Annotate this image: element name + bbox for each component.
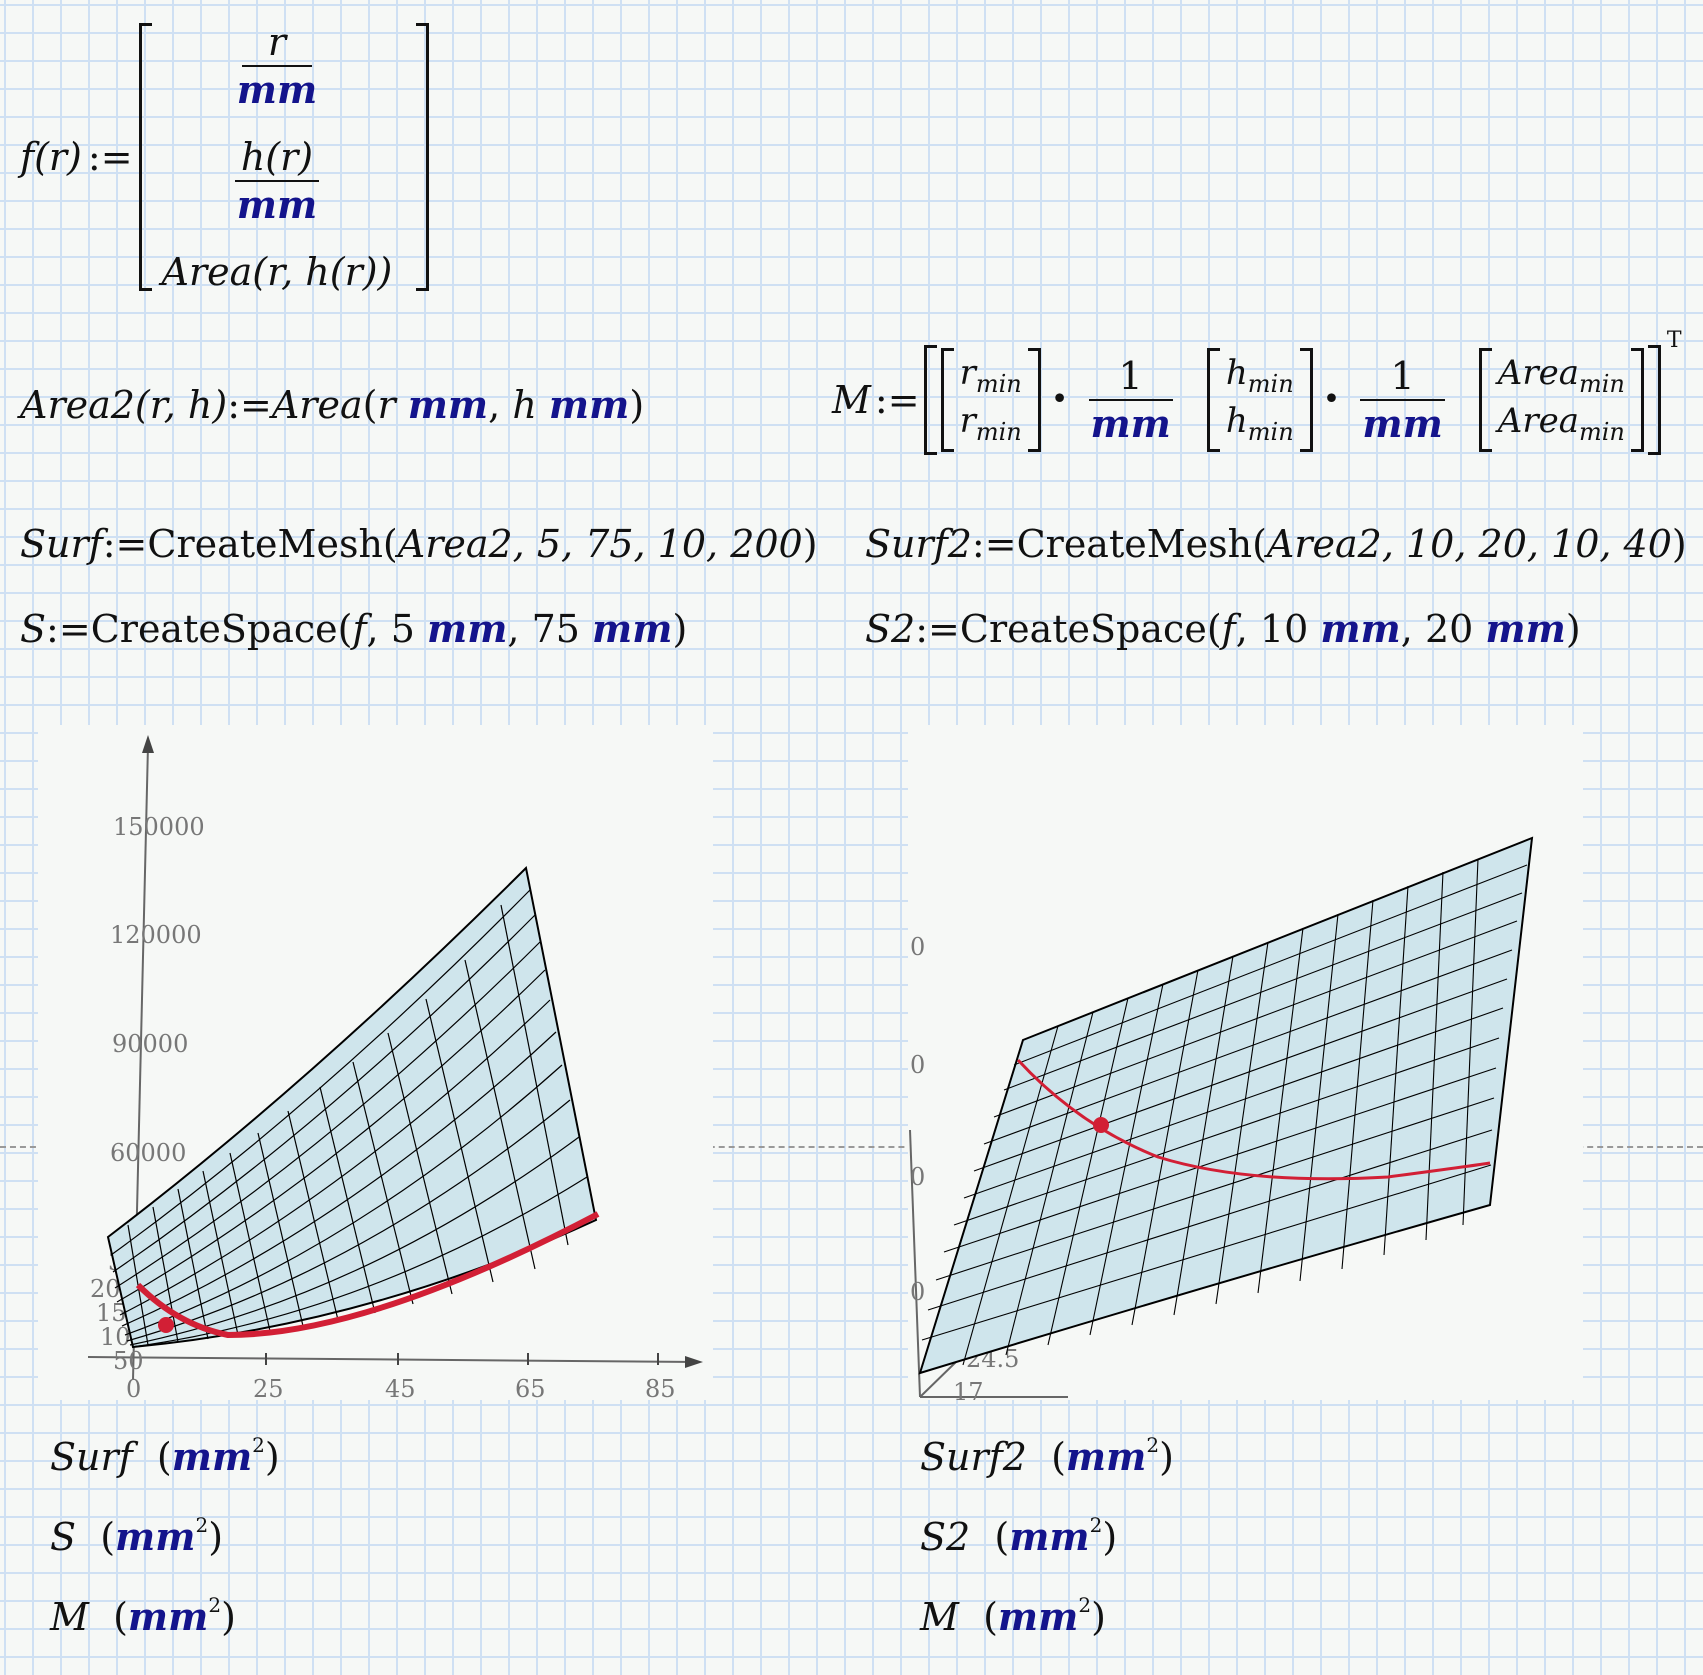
assign-op: := [87, 135, 133, 179]
f-row-r: r mm [236, 20, 318, 112]
minimum-point-marker [158, 1317, 174, 1333]
surf-definition[interactable]: Surf:=CreateMesh(Area2, 5, 75, 10, 200) [20, 522, 818, 566]
legend-item: S2 (mm2) [920, 1513, 1118, 1559]
x-axis-arrow-icon [685, 1356, 703, 1368]
area2-definition[interactable]: Area2(r, h):=Area(r mm, h mm) [20, 382, 645, 427]
legend-item: M (mm2) [920, 1593, 1106, 1639]
svg-text:25: 25 [253, 1375, 284, 1400]
svg-text:0: 0 [126, 1375, 141, 1400]
optimum-curve [135, 1211, 600, 1339]
s-definition[interactable]: S:=CreateSpace(f, 5 mm, 75 mm) [20, 606, 688, 651]
svg-text:50: 50 [113, 1347, 144, 1375]
plot-2-legend: Surf2 (mm2) S2 (mm2) M (mm2) [920, 1435, 1174, 1675]
m-col-r: rmin rmin [940, 348, 1041, 452]
s2-definition[interactable]: S2:=CreateSpace(f, 10 mm, 20 mm) [865, 606, 1581, 651]
legend-item: M (mm2) [50, 1593, 236, 1639]
m-col-h: hmin hmin [1206, 348, 1313, 452]
legend-item: Surf2 (mm2) [920, 1433, 1174, 1479]
minimum-point-marker [1093, 1117, 1109, 1133]
m-definition[interactable]: M := rmin rmin • 1 mm hmin hmin [832, 330, 1682, 470]
m-col-area: Areamin Areamin [1478, 348, 1644, 452]
svg-text:0: 0 [910, 1163, 925, 1191]
svg-text:65: 65 [515, 1375, 546, 1400]
m-outer-matrix: rmin rmin • 1 mm hmin hmin • 1 [923, 345, 1661, 455]
f-row-area: Area(r, h(r)) [161, 250, 393, 294]
svg-text:90000: 90000 [112, 1030, 188, 1058]
svg-text:150000: 150000 [113, 813, 205, 841]
svg-text:85: 85 [645, 1375, 676, 1400]
plot-3d-surf2[interactable]: 0 0 0 0 17 24.5 [908, 725, 1583, 1406]
plot-1-canvas[interactable]: 150000 120000 90000 60000 30000 0 25 45 … [38, 725, 713, 1403]
plot-2-canvas[interactable]: 0 0 0 0 17 24.5 [908, 725, 1583, 1406]
page-break-line [0, 1146, 1703, 1148]
svg-text:0: 0 [910, 933, 925, 961]
f-vector: r mm h(r) mm Area(r, h(r)) [138, 20, 430, 294]
z-axis-arrow-icon [142, 735, 154, 753]
svg-text:0: 0 [910, 1278, 925, 1306]
svg-text:120000: 120000 [110, 921, 202, 949]
right-bracket [416, 23, 430, 291]
svg-text:60000: 60000 [110, 1139, 186, 1167]
f-definition[interactable]: f(r) := r mm h(r) mm Area(r, h(r)) [20, 20, 430, 294]
f-row-h: h(r) mm [234, 135, 320, 227]
plot-1-legend: Surf (mm2) S (mm2) M (mm2) [50, 1435, 280, 1675]
plot-3d-surf[interactable]: 150000 120000 90000 60000 30000 0 25 45 … [38, 725, 713, 1403]
legend-item: S (mm2) [50, 1513, 224, 1559]
surface-mesh [106, 865, 598, 1349]
transpose-mark: T [1666, 328, 1682, 353]
optimum-curve [1016, 1058, 1491, 1181]
svg-text:17: 17 [953, 1378, 984, 1400]
legend-item: Surf (mm2) [50, 1433, 280, 1479]
f-lhs: f(r) [20, 135, 82, 179]
left-bracket [138, 23, 152, 291]
svg-text:0: 0 [910, 1051, 925, 1079]
surf2-definition[interactable]: Surf2:=CreateMesh(Area2, 10, 20, 10, 40) [865, 522, 1687, 566]
svg-text:45: 45 [385, 1375, 416, 1400]
